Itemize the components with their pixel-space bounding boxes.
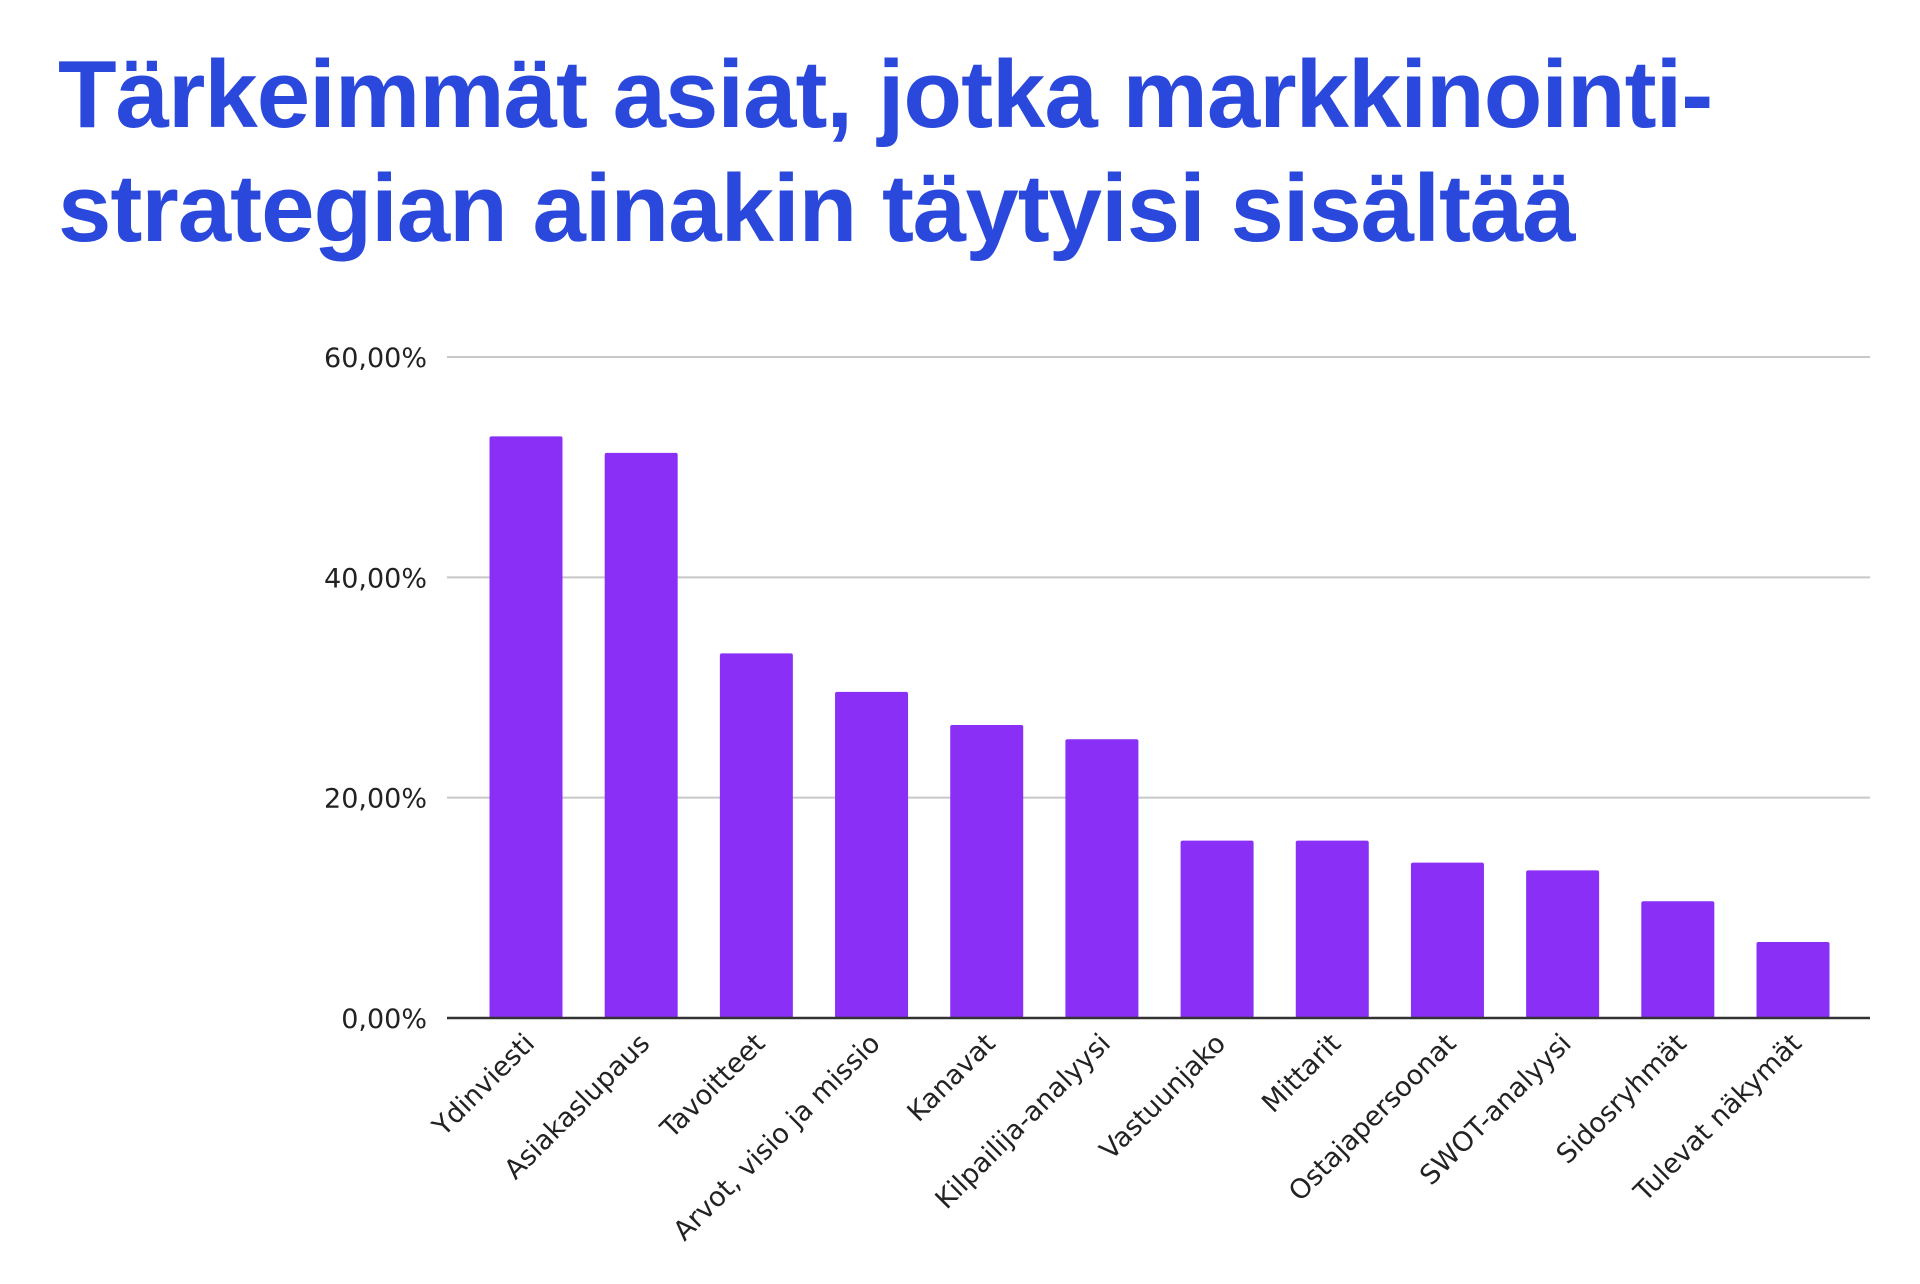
bar <box>604 452 678 1019</box>
bar <box>1641 901 1715 1018</box>
gridlines <box>447 356 1870 799</box>
y-tick-label: 0,00% <box>341 1004 427 1035</box>
bar <box>719 653 793 1018</box>
bar <box>1295 840 1369 1018</box>
bars <box>489 436 1830 1019</box>
x-tick-label: Kanavat <box>902 1028 1002 1128</box>
x-tick-label: Mittarit <box>1256 1028 1347 1119</box>
y-tick-label: 40,00% <box>324 563 427 594</box>
bar <box>1180 840 1254 1018</box>
x-tick-label: Tavoitteet <box>654 1028 771 1145</box>
bar <box>950 724 1024 1018</box>
bar <box>1410 862 1484 1018</box>
y-axis-ticks: 0,00% 20,00% 40,00% 60,00% <box>324 343 427 1035</box>
bar <box>1526 870 1600 1018</box>
x-tick-label: Ydinviesti <box>426 1028 541 1143</box>
bar <box>1065 739 1139 1018</box>
bar <box>835 691 909 1018</box>
title-line-2: strategian ainakin täytyisi sisältää <box>58 155 1576 262</box>
y-tick-label: 60,00% <box>324 343 427 374</box>
title-line-1: Tärkeimmät asiat, jotka markkinointi- <box>58 41 1713 148</box>
x-tick-label: Arvot, visio ja missio <box>668 1028 887 1247</box>
y-tick-label: 20,00% <box>324 784 427 815</box>
bar <box>489 436 563 1018</box>
category-labels: YdinviestiAsiakaslupausTavoitteetArvot, … <box>426 1028 1808 1247</box>
bar <box>1756 941 1830 1018</box>
chart-title: Tärkeimmät asiat, jotka markkinointi- st… <box>58 38 1898 266</box>
